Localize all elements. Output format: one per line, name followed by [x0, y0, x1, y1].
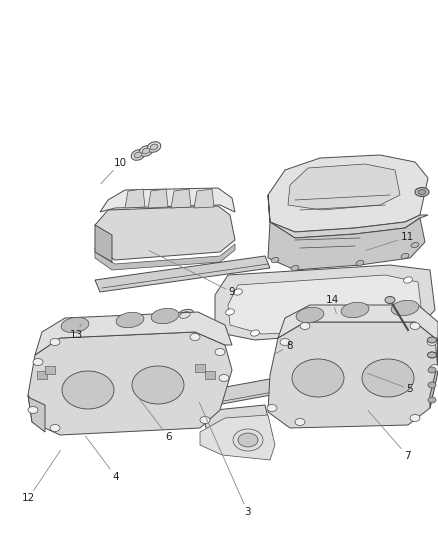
Polygon shape	[35, 312, 232, 355]
Ellipse shape	[142, 148, 150, 154]
Text: 12: 12	[22, 450, 60, 503]
Ellipse shape	[410, 322, 420, 329]
Ellipse shape	[416, 309, 424, 315]
Polygon shape	[268, 155, 428, 232]
Ellipse shape	[292, 359, 344, 397]
Polygon shape	[125, 189, 145, 208]
Polygon shape	[37, 371, 47, 379]
Ellipse shape	[356, 261, 364, 265]
Polygon shape	[430, 338, 438, 408]
Ellipse shape	[50, 338, 60, 345]
Ellipse shape	[418, 190, 426, 195]
Polygon shape	[28, 395, 45, 432]
Polygon shape	[100, 188, 235, 212]
Polygon shape	[28, 332, 232, 435]
Polygon shape	[268, 195, 428, 238]
Ellipse shape	[428, 367, 436, 373]
Ellipse shape	[62, 371, 114, 409]
Ellipse shape	[415, 188, 429, 197]
Ellipse shape	[134, 152, 142, 158]
Polygon shape	[268, 218, 425, 270]
Ellipse shape	[200, 416, 210, 424]
Text: 14: 14	[325, 295, 339, 313]
Polygon shape	[205, 405, 272, 450]
Ellipse shape	[430, 365, 438, 372]
Polygon shape	[45, 366, 55, 374]
Ellipse shape	[271, 257, 279, 263]
Ellipse shape	[251, 330, 259, 336]
Text: 13: 13	[70, 324, 83, 340]
Ellipse shape	[233, 289, 242, 295]
Polygon shape	[268, 322, 438, 428]
Ellipse shape	[362, 359, 414, 397]
Ellipse shape	[300, 322, 310, 329]
Ellipse shape	[385, 296, 395, 303]
Ellipse shape	[295, 418, 305, 425]
Ellipse shape	[411, 243, 419, 248]
Ellipse shape	[291, 265, 299, 271]
Ellipse shape	[428, 382, 436, 388]
Text: 4: 4	[85, 436, 120, 482]
Ellipse shape	[28, 407, 38, 414]
Ellipse shape	[132, 366, 184, 404]
Ellipse shape	[61, 317, 89, 333]
Text: 9: 9	[149, 251, 236, 297]
Ellipse shape	[147, 142, 161, 152]
Ellipse shape	[139, 146, 153, 156]
Polygon shape	[95, 256, 270, 292]
Polygon shape	[228, 275, 422, 334]
Polygon shape	[200, 415, 275, 460]
Ellipse shape	[151, 308, 179, 324]
Polygon shape	[95, 206, 235, 260]
Ellipse shape	[341, 302, 369, 318]
Ellipse shape	[428, 352, 436, 358]
Ellipse shape	[219, 375, 229, 382]
Ellipse shape	[33, 359, 43, 366]
Ellipse shape	[427, 352, 437, 358]
Polygon shape	[278, 305, 438, 338]
Polygon shape	[195, 364, 205, 372]
Polygon shape	[155, 360, 380, 415]
Text: 11: 11	[366, 232, 414, 251]
Polygon shape	[148, 189, 168, 208]
Ellipse shape	[296, 308, 324, 322]
Ellipse shape	[427, 337, 437, 343]
Ellipse shape	[428, 397, 436, 403]
Text: 7: 7	[368, 410, 411, 461]
Ellipse shape	[116, 312, 144, 328]
Text: 5: 5	[367, 373, 413, 394]
Ellipse shape	[226, 309, 234, 315]
Polygon shape	[194, 189, 214, 208]
Ellipse shape	[150, 144, 158, 150]
Polygon shape	[171, 189, 191, 208]
Ellipse shape	[401, 253, 409, 259]
Ellipse shape	[50, 424, 60, 432]
Ellipse shape	[215, 349, 225, 356]
Text: 3: 3	[199, 402, 251, 516]
Text: 10: 10	[101, 158, 127, 184]
Ellipse shape	[131, 150, 145, 160]
Text: 6: 6	[138, 397, 172, 442]
Ellipse shape	[177, 309, 194, 321]
Polygon shape	[205, 371, 215, 379]
Polygon shape	[215, 265, 435, 340]
Polygon shape	[288, 164, 400, 210]
Text: 8: 8	[274, 342, 293, 354]
Polygon shape	[95, 244, 235, 270]
Ellipse shape	[238, 433, 258, 447]
Ellipse shape	[190, 334, 200, 341]
Ellipse shape	[427, 338, 437, 345]
Polygon shape	[95, 225, 112, 262]
Ellipse shape	[403, 277, 413, 283]
Ellipse shape	[408, 323, 417, 329]
Ellipse shape	[280, 338, 290, 345]
Ellipse shape	[267, 405, 277, 411]
Ellipse shape	[391, 300, 419, 316]
Ellipse shape	[410, 415, 420, 422]
